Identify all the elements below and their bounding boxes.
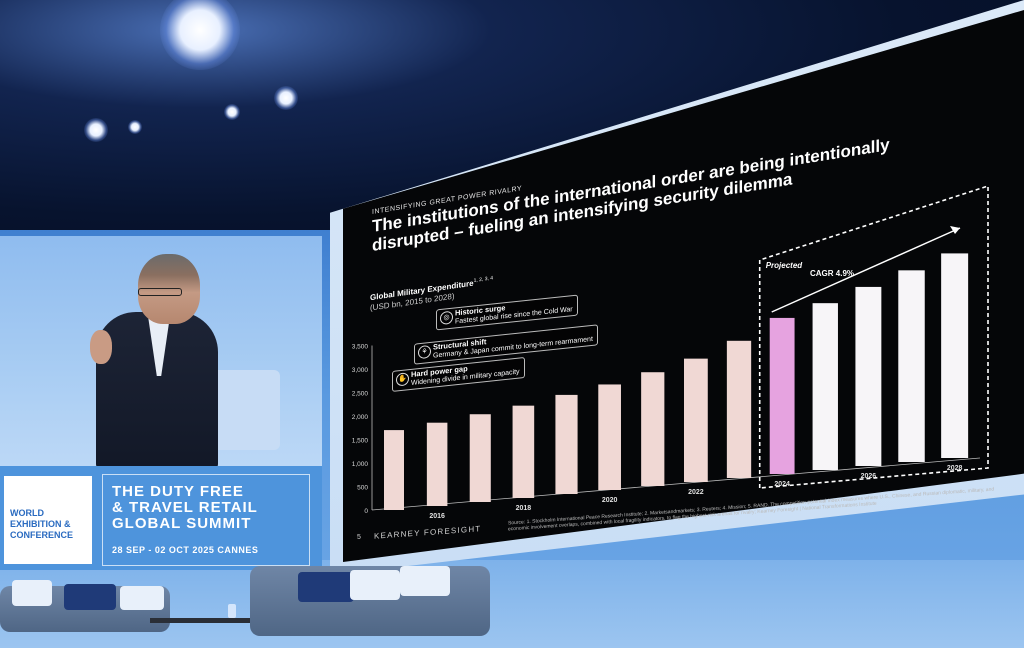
x-tick-label: 2028 — [947, 465, 963, 472]
coffee-table — [150, 618, 260, 623]
cushion — [120, 586, 164, 610]
cagr-arrowhead — [950, 226, 960, 234]
bar-2021 — [641, 372, 665, 486]
cushion — [64, 584, 116, 610]
x-tick-label: 2026 — [861, 473, 877, 480]
spotlight — [128, 120, 142, 134]
event-logo — [4, 476, 92, 564]
cushion — [298, 572, 354, 602]
stage-floor — [0, 560, 1024, 648]
water-glass — [228, 604, 236, 618]
spotlight — [84, 118, 108, 142]
spotlight-main — [160, 0, 240, 70]
bar-2019 — [555, 394, 578, 494]
x-tick-label: 2024 — [774, 481, 790, 488]
y-tick-label: 500 — [357, 485, 368, 492]
x-tick-label: 2018 — [516, 505, 532, 512]
bar-2017 — [469, 414, 491, 502]
bar-2018 — [512, 405, 535, 498]
bar-2016 — [426, 422, 448, 506]
y-tick-label: 1,000 — [352, 461, 369, 468]
y-tick-label: 2,500 — [352, 391, 369, 398]
cagr-arrow — [771, 227, 961, 313]
summit-title: THE DUTY FREE & TRAVEL RETAIL GLOBAL SUM… — [112, 483, 258, 532]
projected-box — [758, 184, 989, 489]
bar-2023 — [726, 340, 752, 478]
summit-dates: 28 SEP - 02 OCT 2025 CANNES — [112, 545, 259, 555]
projected-label: Projected — [766, 261, 804, 270]
cushion — [400, 566, 450, 596]
glasses — [138, 288, 182, 296]
bar-2026 — [855, 286, 882, 466]
bar-2025 — [812, 303, 838, 470]
bar-2024 — [769, 317, 795, 474]
y-tick-label: 3,500 — [352, 344, 369, 351]
bar-2027 — [898, 270, 925, 462]
page-number: 5 — [357, 534, 361, 541]
background-sofa — [210, 370, 280, 450]
x-tick-label: 2016 — [429, 513, 445, 520]
speaker-hand — [90, 330, 112, 364]
y-tick-label: 0 — [364, 508, 368, 515]
spotlight — [274, 86, 298, 110]
banner-frame — [102, 474, 310, 566]
y-tick-label: 1,500 — [352, 438, 369, 445]
cushion — [350, 570, 400, 600]
event-logo-text: WORLD EXHIBITION & CONFERENCE — [10, 508, 74, 540]
x-tick-label: 2020 — [602, 497, 618, 504]
bar-2015 — [384, 430, 404, 510]
speaker-head — [138, 254, 200, 324]
y-tick-label: 2,000 — [352, 414, 369, 421]
cagr-label: CAGR 4.9% — [810, 269, 854, 278]
x-tick-label: 2022 — [688, 489, 704, 496]
bar-2022 — [684, 358, 708, 482]
bar-2028 — [941, 253, 969, 458]
military-expenditure-chart: 0 500 1,000 1,500 2,000 2,500 3,000 3,500 2016 20… — [352, 184, 989, 520]
cushion — [12, 580, 52, 606]
y-tick-label: 3,000 — [352, 367, 369, 374]
spotlight — [224, 104, 240, 120]
bar-2020 — [598, 384, 621, 490]
